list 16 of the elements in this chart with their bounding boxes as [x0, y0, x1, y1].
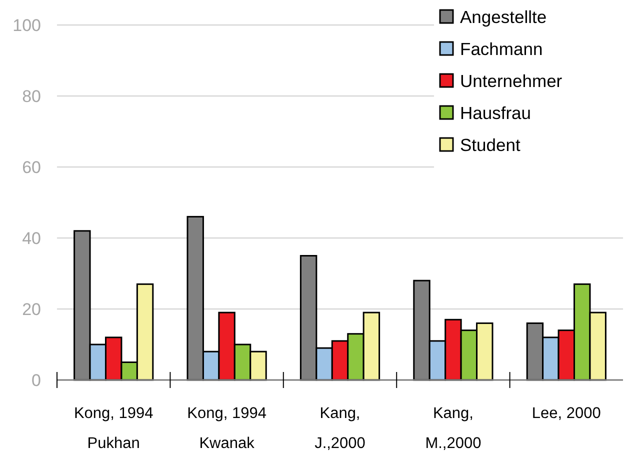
x-tick-label: Kong, 1994 Pukhan [74, 405, 154, 452]
legend-label: Angestellte [460, 7, 547, 28]
y-tick-label: 80 [22, 86, 41, 106]
y-tick-label: 40 [22, 228, 41, 248]
legend-label: Unternehmer [460, 71, 562, 92]
y-tick-label: 20 [22, 300, 41, 319]
legend-label: Student [460, 135, 520, 156]
y-tick-label: 0 [32, 370, 41, 390]
y-tick-label: 100 [12, 16, 41, 35]
x-tick-label: Lee, 2000 [532, 405, 602, 422]
x-tick-label: Kong, 1994 Kwanak [187, 405, 267, 452]
y-tick-label: 60 [22, 158, 41, 177]
x-tick-label: Kang, J.,2000 [314, 405, 366, 452]
x-tick-label: Kang, M.,2000 [425, 405, 482, 452]
legend-label: Fachmann [460, 39, 543, 60]
legend-label: Hausfrau [460, 103, 532, 124]
